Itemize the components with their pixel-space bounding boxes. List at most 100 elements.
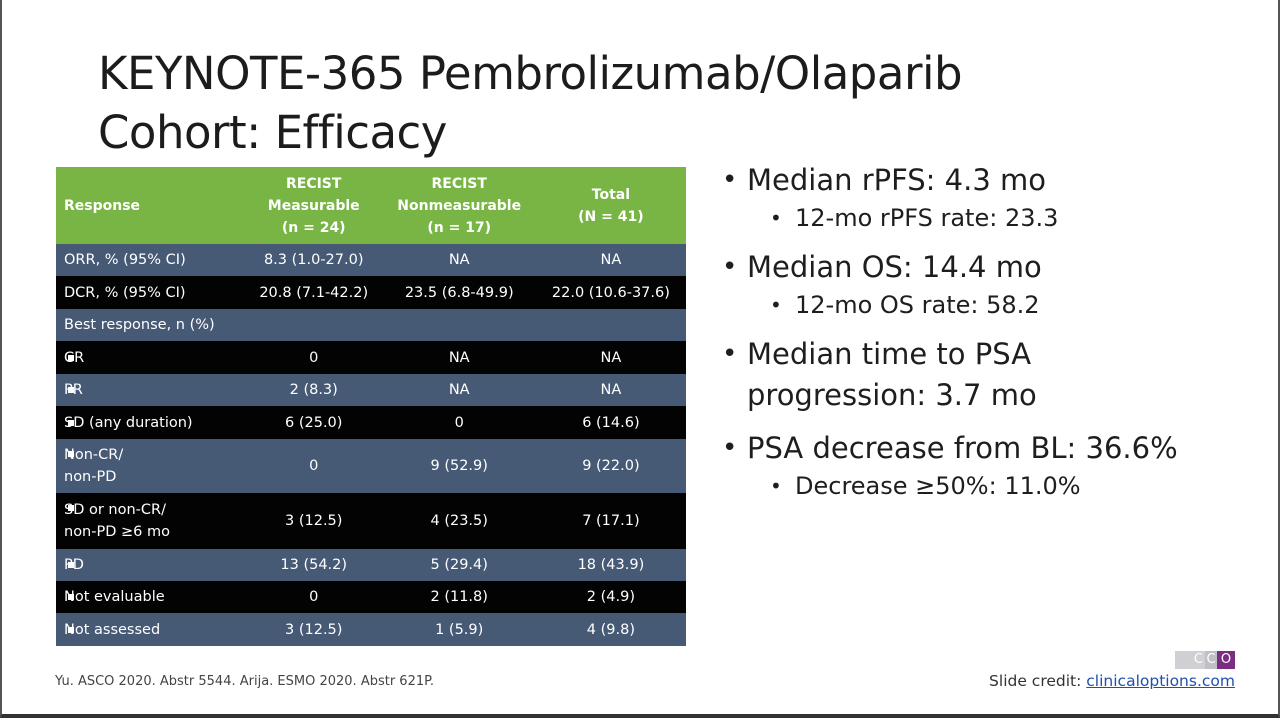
credit-label: Slide credit: [989, 672, 1082, 690]
row-label: SD (any duration) [56, 406, 245, 439]
cell-value: 2 (11.8) [430, 589, 488, 605]
cell-value: 9 (52.9) [430, 458, 488, 474]
bullet-text: Median time to PSA [747, 337, 1032, 371]
row-label-text: non-PD [64, 469, 117, 485]
cell-value: 8.3 (1.0-27.0) [263, 252, 364, 268]
bullet-median-rpfs: • Median rPFS: 4.3 mo [720, 160, 1260, 201]
row-label-text: Not evaluable [64, 589, 165, 605]
table-row: ORR, % (95% CI) 8.3 (1.0-27.0) NA NA [56, 244, 686, 276]
efficacy-bullets: • Median rPFS: 4.3 mo • 12-mo rPFS rate: 2… [720, 160, 1260, 515]
bullet-dot-icon: • [770, 293, 782, 317]
cell-value: 0 [454, 414, 464, 431]
header-response: Response [64, 197, 141, 214]
cell-value: 6 (25.0) [285, 414, 343, 431]
table-row: PD 13 (54.2) 5 (29.4) 18 (43.9) [56, 549, 686, 581]
cell-value: 2 (8.3) [289, 382, 338, 398]
row-label: Best response, n (%) [64, 317, 215, 333]
row-label: CR [56, 341, 245, 374]
bullet-dot-icon: • [722, 165, 738, 195]
cell-value: NA [600, 252, 622, 268]
title-line-1: KEYNOTE-365 Pembrolizumab/Olaparib [98, 47, 963, 100]
row-label: Not evaluable [56, 581, 245, 613]
row-label-text: non-PD ≥6 mo [64, 524, 170, 540]
cell-value: 0 [309, 349, 319, 366]
table-row: Not evaluable 0 2 (11.8) 2 (4.9) [56, 581, 686, 613]
row-label: DCR, % (95% CI) [64, 284, 186, 301]
table-row: CR 0 NA NA [56, 341, 686, 374]
cco-logo: C C O [1175, 651, 1235, 669]
logo-letter: C [1175, 651, 1205, 669]
header-text: RECIST [431, 175, 487, 192]
bullet-psa-progression: • Median time to PSA progression: 3.7 mo [720, 334, 1260, 416]
row-label-text: SD or non-CR/ [64, 502, 166, 518]
cell-value: 3 (12.5) [285, 621, 343, 638]
table-row: Non-CR/non-PD 0 9 (52.9) 9 (22.0) [56, 439, 686, 493]
cell-value: 5 (29.4) [430, 557, 488, 573]
header-text: Measurable [267, 197, 360, 214]
cell-value: 1 (5.9) [435, 621, 484, 638]
square-bullet-icon [68, 594, 74, 600]
cell-value: 20.8 (7.1-42.2) [259, 284, 369, 301]
bullet-text: Median rPFS: 4.3 mo [747, 163, 1047, 197]
bullet-dot-icon: • [770, 474, 782, 498]
cell-value: 13 (54.2) [280, 557, 348, 573]
row-label: ORR, % (95% CI) [64, 252, 186, 268]
subbullet-12mo-rpfs: • 12-mo rPFS rate: 23.3 [720, 201, 1260, 235]
square-bullet-icon [68, 626, 74, 633]
cell-value: 0 [309, 458, 319, 474]
efficacy-table: Response RECIST Measurable (n = 24) RECI… [56, 167, 686, 646]
subbullet-12mo-os: • 12-mo OS rate: 58.2 [720, 288, 1260, 322]
row-label-text: SD (any duration) [64, 414, 193, 431]
bullet-text: Median OS: 14.4 mo [747, 250, 1042, 284]
header-text: Total [591, 186, 631, 203]
square-bullet-icon [68, 562, 74, 568]
square-bullet-icon [68, 387, 74, 393]
cell-value: 2 (4.9) [586, 589, 636, 605]
cell-value: NA [600, 349, 622, 366]
credit-link[interactable]: clinicaloptions.com [1086, 672, 1235, 690]
row-label: Not assessed [56, 613, 245, 646]
cell-value: 9 (22.0) [582, 458, 640, 474]
cell-value: 23.5 (6.8-49.9) [404, 284, 514, 301]
logo-letter: O [1217, 651, 1235, 669]
row-label-text: CR [64, 349, 85, 366]
reference-text: Yu. ASCO 2020. Abstr 5544. Arija. ESMO 2… [55, 674, 435, 689]
logo-letter: C [1205, 651, 1217, 669]
header-text: (n = 17) [427, 219, 492, 236]
table-row: Not assessed 3 (12.5) 1 (5.9) 4 (9.8) [56, 613, 686, 646]
square-bullet-icon [68, 505, 74, 511]
cell-value: NA [448, 382, 470, 398]
header-text: (N = 41) [578, 208, 644, 225]
header-text: Nonmeasurable [397, 197, 522, 214]
row-label-text: Not assessed [64, 621, 161, 638]
cell-value: 4 (23.5) [430, 513, 488, 529]
header-text: (n = 24) [281, 219, 346, 236]
cell-value: 0 [309, 589, 319, 605]
table-row: SD (any duration) 6 (25.0) 0 6 (14.6) [56, 406, 686, 439]
square-bullet-icon [68, 451, 74, 457]
cell-value: NA [600, 382, 622, 398]
row-label: PR [56, 374, 245, 406]
bullet-text: 12-mo OS rate: 58.2 [795, 291, 1040, 319]
table-row: PR 2 (8.3) NA NA [56, 374, 686, 406]
cell-value: 4 (9.8) [586, 621, 636, 638]
bullet-dot-icon: • [722, 433, 738, 463]
square-bullet-icon [68, 354, 74, 361]
bullet-dot-icon: • [722, 252, 738, 282]
subbullet-decrease-50: • Decrease ≥50%: 11.0% [720, 469, 1260, 503]
row-label: PD [56, 549, 245, 581]
header-recist-nonmeasurable: RECIST Nonmeasurable (n = 17) [383, 167, 536, 244]
slide-title: KEYNOTE-365 Pembrolizumab/Olaparib Cohor… [98, 44, 1098, 162]
cell-value: NA [448, 252, 470, 268]
square-bullet-icon [68, 419, 74, 426]
bullet-text: PSA decrease from BL: 36.6% [747, 431, 1178, 465]
bullet-text: 12-mo rPFS rate: 23.3 [795, 204, 1059, 232]
cell-value: 6 (14.6) [582, 414, 640, 431]
bullet-text: Decrease ≥50%: 11.0% [795, 472, 1081, 500]
bullet-median-os: • Median OS: 14.4 mo [720, 247, 1260, 288]
cell-value: 22.0 (10.6-37.6) [551, 284, 670, 301]
bullet-dot-icon: • [770, 206, 782, 230]
row-label: SD or non-CR/non-PD ≥6 mo [56, 493, 245, 549]
table-row: SD or non-CR/non-PD ≥6 mo 3 (12.5) 4 (23… [56, 493, 686, 549]
